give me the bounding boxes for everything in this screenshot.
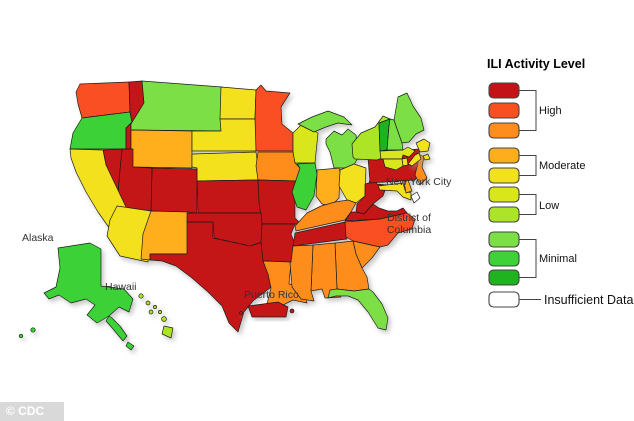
state-CO xyxy=(150,167,198,214)
legend-bracket-moderate xyxy=(519,155,537,176)
state-MN xyxy=(254,84,294,152)
state-PR xyxy=(239,311,243,315)
legend-swatch-minimal-1 xyxy=(488,231,520,248)
state-AK xyxy=(30,327,36,333)
label-alaska: Alaska xyxy=(22,232,54,244)
state-NYC xyxy=(422,153,431,161)
state-OR xyxy=(69,111,133,150)
state-WA xyxy=(75,81,131,119)
state-DC xyxy=(410,191,421,204)
puerto-rico-inset xyxy=(239,301,295,318)
state-MD xyxy=(377,182,412,201)
state-NC xyxy=(344,212,416,248)
legend-title: ILI Activity Level xyxy=(487,57,585,71)
state-NYC xyxy=(415,138,431,153)
legend-swatch-moderate-1 xyxy=(488,147,520,164)
state-DE xyxy=(403,179,413,194)
state-KS xyxy=(196,179,262,214)
state-AR xyxy=(260,223,296,263)
state-AK xyxy=(43,242,134,324)
state-HI xyxy=(148,309,154,315)
state-HI xyxy=(145,300,151,306)
state-NM xyxy=(140,210,190,261)
legend-swatch-high-2 xyxy=(488,102,520,119)
state-AK xyxy=(18,333,24,339)
state-IL xyxy=(291,162,318,211)
legend-label-insufficient-data: Insufficient Data xyxy=(544,293,633,307)
legend-label-moderate: Moderate xyxy=(539,160,585,172)
label-hawaii: Hawaii xyxy=(105,281,137,293)
state-AK xyxy=(105,315,128,342)
state-LA xyxy=(262,260,308,307)
state-HI xyxy=(138,293,144,299)
label-new-york-city: New York City xyxy=(386,176,452,188)
state-CT xyxy=(382,158,404,171)
state-PR xyxy=(289,308,295,314)
label-district-of-columbia-line2: Columbia xyxy=(387,224,432,236)
state-OH xyxy=(338,163,367,204)
state-NYC xyxy=(407,152,422,167)
state-HI xyxy=(161,325,174,339)
state-PR xyxy=(247,301,289,318)
legend-swatch-low-1 xyxy=(488,186,520,203)
state-TN xyxy=(292,221,348,247)
lower-48-states xyxy=(69,80,428,333)
state-IN xyxy=(315,167,341,207)
state-NE xyxy=(191,151,259,182)
legend-label-high: High xyxy=(539,105,562,117)
legend: ILI Activity Level High Moderate Low Min… xyxy=(487,57,633,308)
state-HI xyxy=(158,310,162,314)
legend-swatch-low-2 xyxy=(488,206,520,223)
state-AL xyxy=(310,242,342,299)
state-MT xyxy=(130,80,223,132)
legend-swatch-moderate-2 xyxy=(488,167,520,184)
state-FL xyxy=(327,288,389,331)
legend-swatch-high-3 xyxy=(488,122,520,139)
state-TX xyxy=(149,221,275,333)
nyc-inset xyxy=(407,138,431,167)
label-district-of-columbia-line1: District of xyxy=(387,212,431,224)
state-ME xyxy=(393,92,425,144)
cdc-attribution: © CDC xyxy=(0,402,64,421)
state-MS xyxy=(289,244,315,302)
hawaii-inset xyxy=(138,293,174,339)
legend-label-minimal: Minimal xyxy=(539,253,577,265)
state-ND xyxy=(219,86,257,120)
state-KY xyxy=(294,199,357,232)
state-WY xyxy=(130,129,193,169)
state-MI xyxy=(297,110,353,133)
label-puerto-rico: Puerto Rico xyxy=(244,289,299,301)
legend-swatch-high-1 xyxy=(488,82,520,99)
state-HI xyxy=(161,316,167,322)
legend-swatch-insufficient xyxy=(488,291,520,308)
legend-label-low: Low xyxy=(539,200,559,212)
state-HI xyxy=(153,305,157,309)
alaska-inset xyxy=(18,242,135,351)
legend-bracket-high xyxy=(519,90,537,131)
legend-bracket-low xyxy=(519,194,537,215)
legend-swatch-minimal-2 xyxy=(488,250,520,267)
legend-swatch-minimal-3 xyxy=(488,269,520,286)
state-IA xyxy=(255,151,301,182)
state-AK xyxy=(125,341,135,351)
legend-bracket-minimal xyxy=(519,239,537,278)
